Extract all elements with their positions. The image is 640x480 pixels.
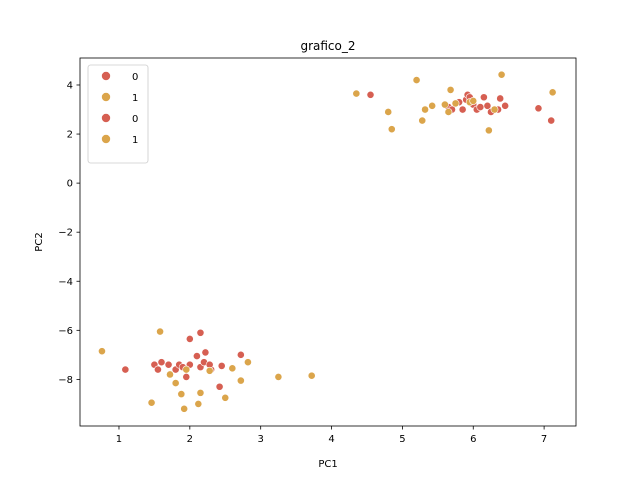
point-series-1-21 — [418, 116, 427, 125]
point-series-0-3 — [157, 358, 166, 367]
point-series-1-26 — [446, 85, 455, 94]
x-tick-label: 6 — [470, 434, 476, 445]
point-series-1-23 — [428, 101, 437, 110]
point-series-0-18 — [215, 382, 224, 391]
point-series-1-1 — [147, 398, 156, 407]
y-tick-label: 4 — [67, 80, 73, 91]
x-tick-label: 5 — [399, 434, 405, 445]
point-series-0-20 — [236, 350, 245, 359]
x-tick-label: 3 — [257, 434, 263, 445]
point-series-1-24 — [441, 100, 449, 109]
point-series-1-33 — [548, 88, 557, 97]
point-series-0-33 — [483, 101, 492, 110]
point-series-1-5 — [177, 390, 186, 399]
point-series-1-7 — [182, 365, 191, 374]
y-tick-label: −6 — [58, 326, 73, 337]
point-series-1-15 — [274, 373, 283, 381]
point-series-0-2 — [154, 365, 162, 374]
point-series-1-11 — [221, 393, 230, 402]
x-axis: 1 2 3 4 5 6 7 — [116, 426, 547, 445]
chart-title: grafico_2 — [300, 39, 355, 53]
x-axis-label: PC1 — [318, 459, 337, 470]
point-series-1-22 — [421, 105, 429, 114]
y-tick-label: −4 — [58, 277, 73, 288]
y-axis-label: PC2 — [34, 232, 45, 251]
legend-marker — [101, 113, 111, 123]
point-series-1-27 — [451, 99, 460, 108]
point-series-0-8 — [182, 373, 191, 381]
point-series-0-38 — [534, 104, 543, 113]
point-series-1-13 — [236, 376, 245, 385]
point-series-1-32 — [497, 70, 506, 79]
y-tick-label: −2 — [58, 228, 73, 239]
point-series-0-10 — [185, 335, 194, 343]
point-series-0-36 — [496, 94, 505, 103]
legend-label: 0 — [132, 72, 138, 83]
x-tick-label: 7 — [541, 434, 547, 445]
point-series-1-10 — [205, 366, 214, 375]
point-series-1-18 — [384, 108, 393, 116]
plot-frame — [79, 57, 577, 427]
legend-box — [87, 64, 149, 164]
point-series-1-31 — [490, 105, 499, 114]
point-series-1-0 — [98, 347, 106, 356]
legend-marker — [101, 92, 111, 102]
legend-label: 0 — [132, 114, 138, 125]
x-tick-label: 4 — [328, 434, 334, 445]
point-series-1-9 — [196, 388, 205, 397]
point-series-1-14 — [244, 358, 252, 367]
point-series-1-17 — [352, 89, 361, 98]
point-series-0-4 — [164, 360, 173, 369]
legend: 0 1 0 1 — [87, 64, 149, 164]
legend-marker — [101, 71, 111, 81]
y-tick-label: 2 — [67, 130, 73, 141]
x-tick-label: 1 — [116, 434, 122, 445]
point-series-1-19 — [387, 125, 396, 134]
point-series-1-16 — [307, 371, 316, 380]
y-tick-label: −8 — [58, 375, 73, 386]
point-series-0-39 — [547, 116, 556, 125]
point-series-0-32 — [479, 93, 488, 102]
point-series-0-11 — [193, 352, 201, 360]
y-tick-label: 0 — [67, 179, 73, 190]
points-layer — [98, 70, 557, 413]
point-series-1-3 — [166, 370, 174, 379]
point-series-1-29 — [469, 97, 478, 105]
point-series-0-12 — [196, 328, 205, 337]
point-series-1-30 — [484, 126, 493, 135]
point-series-0-21 — [366, 90, 375, 99]
point-series-0-15 — [201, 348, 210, 357]
x-tick-label: 2 — [187, 434, 193, 445]
legend-marker — [101, 134, 111, 144]
point-series-1-2 — [156, 327, 164, 336]
point-series-0-31 — [476, 103, 485, 111]
point-series-1-8 — [194, 400, 203, 408]
point-series-1-20 — [412, 76, 421, 84]
point-series-0-0 — [121, 365, 130, 374]
point-series-1-12 — [228, 364, 237, 373]
legend-label: 1 — [132, 93, 138, 104]
point-series-0-37 — [501, 101, 510, 110]
point-series-1-4 — [171, 379, 180, 387]
point-series-0-25 — [458, 105, 467, 114]
y-axis: −8 −6 −4 −2 0 2 4 — [58, 80, 80, 386]
point-series-1-6 — [180, 404, 189, 413]
legend-label: 1 — [132, 135, 138, 146]
point-series-1-25 — [444, 108, 453, 116]
point-series-0-19 — [217, 361, 226, 370]
